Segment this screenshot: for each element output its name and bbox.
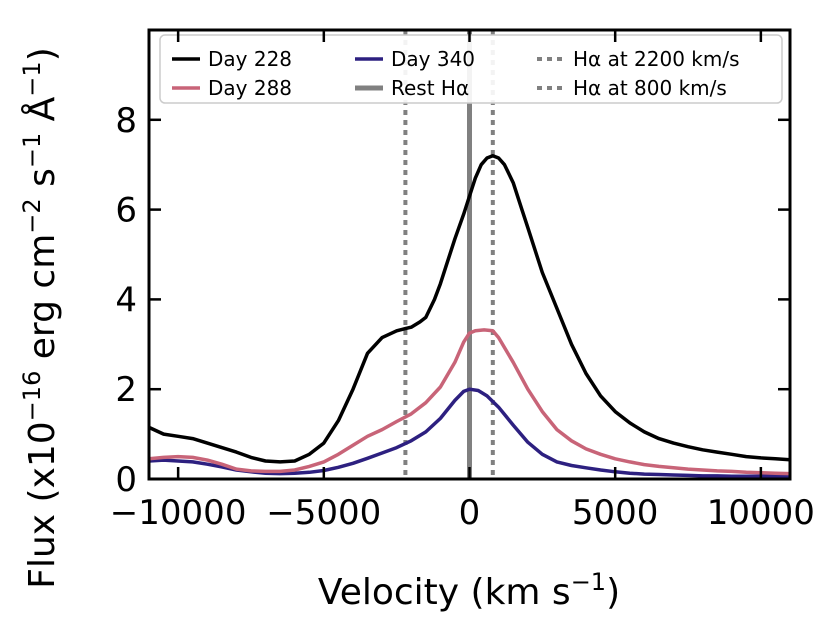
legend-label-day-288: Day 288 xyxy=(208,76,292,100)
y-tick-label: 0 xyxy=(115,460,137,500)
x-tick-label: −5000 xyxy=(266,493,381,533)
x-axis-label: Velocity (km s−1) xyxy=(318,568,620,613)
x-tick-label: 10000 xyxy=(707,493,815,533)
legend-box xyxy=(159,34,783,104)
x-tick-label: 5000 xyxy=(572,493,659,533)
legend-label-rest-h: Rest Hα xyxy=(391,76,469,100)
y-tick-label: 8 xyxy=(115,101,137,141)
y-tick-label: 2 xyxy=(115,370,137,410)
series-line-day-228 xyxy=(149,153,790,464)
legend-label-day-340: Day 340 xyxy=(391,47,475,71)
data-layer xyxy=(149,30,790,479)
x-tick-label: 0 xyxy=(459,493,481,533)
series-line-day-288 xyxy=(149,328,790,476)
y-tick-label: 4 xyxy=(115,280,137,320)
y-tick-label: 6 xyxy=(115,191,137,231)
legend-label-h-at-2200-km-s: Hα at 2200 km/s xyxy=(573,47,740,71)
axes: −10000 −5000 0 5000 10000 0 2 4 6 8 xyxy=(110,28,815,533)
legend: Day 228 Day 288 Day 340 Rest Hα Hα at 2200 k… xyxy=(159,34,783,104)
legend-label-day-228: Day 228 xyxy=(208,47,292,71)
y-axis-label: Flux (x10−16 erg cm−2 s−1 Å−1) xyxy=(18,47,63,589)
x-tick-label: −10000 xyxy=(110,493,247,533)
axis-labels: Velocity (km s−1) Flux (x10−16 erg cm−2 … xyxy=(18,47,620,613)
legend-label-h-at-800-km-s: Hα at 800 km/s xyxy=(573,76,727,100)
plot-area xyxy=(149,30,790,479)
